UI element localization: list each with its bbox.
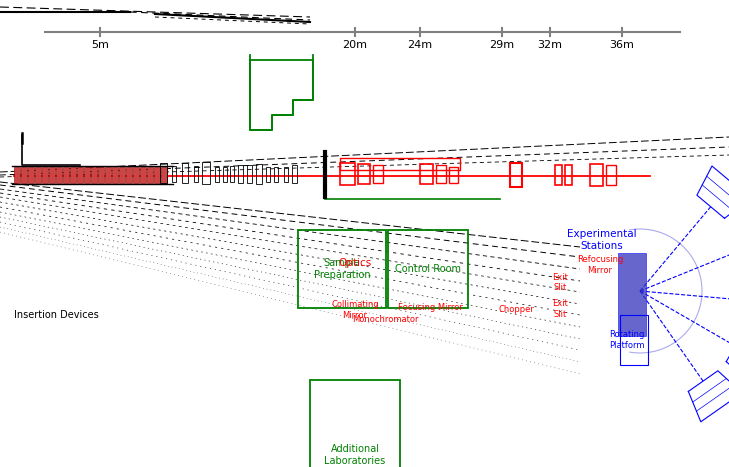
Bar [182, 163, 188, 183]
Bar [91, 167, 97, 183]
Text: Rotating
Platform: Rotating Platform [609, 330, 644, 350]
Bar [147, 167, 153, 183]
Bar [247, 165, 252, 183]
Text: Control Room: Control Room [395, 264, 461, 274]
Bar [98, 167, 104, 183]
Bar [555, 165, 562, 185]
Bar [620, 315, 648, 365]
Bar [590, 164, 603, 186]
Bar [274, 167, 278, 182]
Bar [77, 167, 83, 183]
Bar [284, 167, 288, 182]
Bar [358, 164, 370, 184]
Text: Monochromator: Monochromator [352, 316, 418, 325]
Bar [140, 167, 146, 183]
Bar [449, 167, 458, 183]
Bar [340, 163, 355, 185]
Bar [373, 165, 383, 183]
Bar [160, 163, 167, 183]
Bar [28, 167, 34, 183]
Bar [310, 380, 400, 467]
Text: Optics: Optics [338, 258, 372, 268]
Text: 32m: 32m [537, 40, 563, 50]
Bar [112, 167, 118, 183]
Bar [436, 165, 446, 183]
Text: 36m: 36m [609, 40, 634, 50]
Bar [56, 167, 62, 183]
Text: Sample
Preparation: Sample Preparation [313, 258, 370, 280]
Text: Exit
Slit: Exit Slit [552, 299, 568, 318]
Bar [298, 230, 386, 308]
Bar [35, 167, 41, 183]
Text: 5m: 5m [91, 40, 109, 50]
Bar [70, 167, 76, 183]
Bar [154, 167, 160, 183]
Bar [223, 167, 227, 182]
Bar [256, 164, 262, 184]
Text: Experimental
Stations: Experimental Stations [567, 229, 637, 251]
Bar [84, 167, 90, 183]
Text: 29m: 29m [489, 40, 515, 50]
Bar [292, 165, 297, 183]
Bar [14, 167, 20, 183]
Bar [194, 166, 198, 182]
Bar [42, 167, 48, 183]
Bar [215, 167, 219, 182]
Bar [230, 166, 234, 182]
Bar [105, 167, 111, 183]
Text: Exit
Slit: Exit Slit [552, 273, 568, 292]
Bar [161, 167, 167, 183]
Bar [21, 167, 27, 183]
Bar [266, 167, 270, 182]
Text: 20m: 20m [343, 40, 367, 50]
Text: Collimating
Mirror: Collimating Mirror [331, 300, 379, 320]
Bar [202, 162, 210, 184]
Text: Additional
Laboratories: Additional Laboratories [324, 444, 386, 466]
Bar [49, 167, 55, 183]
Bar [63, 167, 69, 183]
Bar [606, 165, 616, 185]
Text: Insertion Devices: Insertion Devices [14, 310, 98, 320]
Text: Refocusing
Mirror: Refocusing Mirror [577, 255, 623, 275]
Bar [340, 158, 460, 170]
Bar [510, 163, 522, 187]
Text: Focusing Mirror: Focusing Mirror [397, 303, 462, 311]
Bar [133, 167, 139, 183]
Bar [126, 167, 132, 183]
Text: 24m: 24m [408, 40, 432, 50]
Bar [172, 166, 176, 182]
Bar [618, 253, 646, 336]
Bar [388, 230, 468, 308]
Bar [420, 164, 433, 184]
Bar [119, 167, 125, 183]
Text: Chopper: Chopper [498, 304, 534, 313]
Bar [238, 165, 243, 183]
Bar [565, 165, 572, 185]
